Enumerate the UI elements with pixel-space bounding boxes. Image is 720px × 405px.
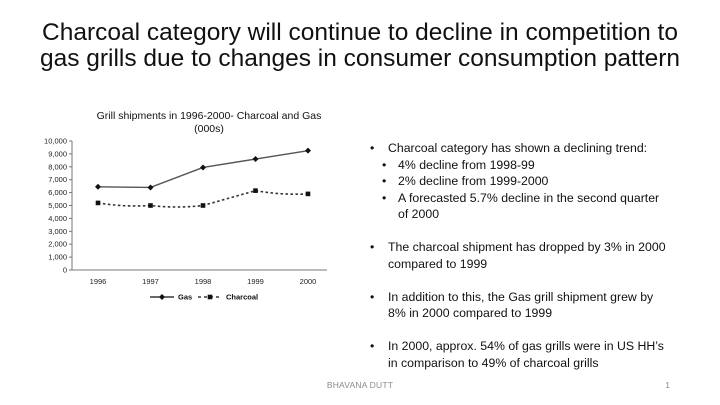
x-tick-label: 1997 <box>142 277 159 286</box>
bullet-item: • Charcoal category has shown a declinin… <box>368 140 668 157</box>
y-tick-label: 2,000 <box>48 240 67 249</box>
y-tick-label: 1,000 <box>48 253 67 262</box>
bullet-dot: • <box>370 289 375 304</box>
bullet-text: In 2000, approx. 54% of gas grills were … <box>388 339 664 370</box>
y-tick-label: 5,000 <box>48 201 67 210</box>
y-tick-label: 9,000 <box>48 149 67 158</box>
y-tick-label: 0 <box>63 266 67 275</box>
chart-legend: Gas Charcoal <box>150 293 258 302</box>
data-point-gas <box>252 156 259 163</box>
bullet-text: In addition to this, the Gas grill shipm… <box>388 289 654 321</box>
bullet-text: Charcoal category has shown a declining … <box>388 141 648 155</box>
data-point-gas <box>200 164 206 171</box>
bullet-dot: • <box>382 190 387 205</box>
x-tick-label: 1999 <box>247 277 264 286</box>
slide-title: Charcoal category will continue to decli… <box>39 19 681 72</box>
sub-bullet-text: A forecasted 5.7% decline in the second … <box>398 190 660 222</box>
data-point-charcoal <box>253 188 258 193</box>
y-tick-label: 10,000 <box>44 137 67 146</box>
data-point-charcoal <box>200 203 206 208</box>
bullet-item: • In 2000, approx. 54% of gas grills wer… <box>368 338 668 371</box>
data-point-charcoal <box>148 203 153 208</box>
data-point-charcoal <box>305 191 311 197</box>
legend-label-charcoal: Charcoal <box>226 293 258 302</box>
y-tick-label: 7,000 <box>48 175 67 184</box>
y-tick-label: 6,000 <box>48 188 67 197</box>
chart-series <box>95 147 311 208</box>
page-number: 1 <box>665 380 670 390</box>
sub-bullet-item: • 2% decline from 1999-2000 <box>368 173 668 190</box>
chart-title: Grill shipments in 1996-2000- Charcoal a… <box>96 110 322 135</box>
sub-bullet-text: 2% decline from 1999-2000 <box>398 174 549 188</box>
sub-bullet-text: 4% decline from 1998-99 <box>398 157 535 172</box>
y-tick-label: 3,000 <box>48 227 67 236</box>
sub-bullet-item: • A forecasted 5.7% decline in the secon… <box>368 190 668 223</box>
legend-marker-charcoal <box>207 294 213 300</box>
bullet-text: The charcoal shipment has dropped by 3% … <box>388 240 666 271</box>
x-tick-label: 1996 <box>90 277 107 286</box>
bullet-list: • Charcoal category has shown a declinin… <box>368 140 668 371</box>
bullet-dot: • <box>382 174 387 188</box>
x-axis-ticks: 1996 1997 1998 1999 2000 <box>90 277 317 286</box>
data-point-gas <box>95 183 101 190</box>
sub-bullet-item: • 4% decline from 1998-99 <box>368 157 668 174</box>
y-tick-label: 8,000 <box>48 162 67 171</box>
footer-author: BHAVANA DUTT <box>326 380 394 390</box>
bullet-dot: • <box>370 339 375 353</box>
x-tick-label: 1998 <box>195 277 212 286</box>
bullet-dot: • <box>382 157 387 172</box>
x-tick-label: 2000 <box>300 277 317 286</box>
data-point-gas <box>147 184 154 191</box>
legend-label-gas: Gas <box>178 293 192 302</box>
bullet-dot: • <box>370 240 375 254</box>
bullet-dot: • <box>370 141 375 155</box>
data-point-charcoal <box>95 200 101 206</box>
bullet-item: • The charcoal shipment has dropped by 3… <box>368 239 668 272</box>
data-point-gas <box>305 147 311 154</box>
y-axis-ticks: 0 1,000 2,000 3,000 4,000 5,000 6,000 7,000 8,00… <box>44 137 72 275</box>
y-tick-label: 4,000 <box>48 214 67 223</box>
bullet-item: • In addition to this, the Gas grill shi… <box>368 289 668 322</box>
legend-marker-gas <box>159 294 165 300</box>
